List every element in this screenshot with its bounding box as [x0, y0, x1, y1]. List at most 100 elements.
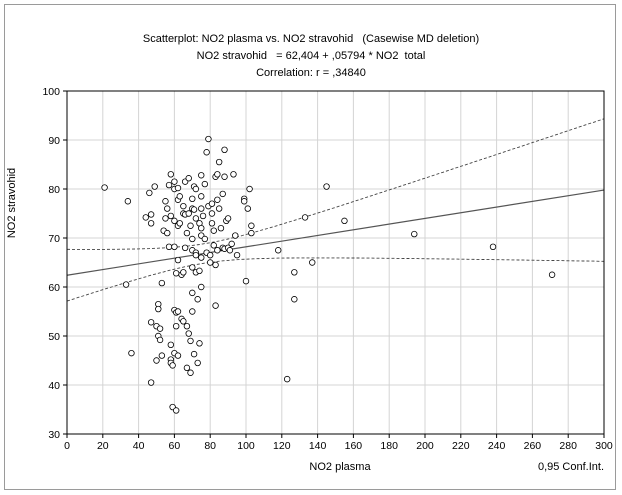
- data-point: [185, 330, 192, 337]
- y-tick-label: 100: [42, 86, 60, 98]
- chart-frame: [4, 4, 616, 490]
- x-tick-label: 140: [309, 440, 327, 452]
- data-point: [147, 379, 155, 386]
- data-point: [323, 183, 330, 190]
- chart-equation: NO2 stravohid = 62,404 + ,05794 * NO2 to…: [196, 50, 426, 62]
- data-point: [241, 198, 248, 205]
- data-point: [162, 215, 169, 222]
- data-points: [101, 135, 556, 414]
- data-point: [164, 229, 171, 237]
- data-point: [181, 244, 189, 251]
- data-point: [215, 158, 223, 166]
- data-point: [147, 220, 155, 227]
- data-point: [147, 211, 155, 218]
- data-point: [187, 369, 194, 376]
- data-point: [156, 325, 164, 332]
- data-point: [167, 341, 175, 349]
- data-point: [228, 240, 235, 248]
- y-tick-label: 60: [48, 282, 60, 294]
- data-point: [208, 200, 216, 207]
- x-tick-label: 0: [64, 440, 70, 452]
- y-tick-label: 50: [48, 331, 60, 343]
- x-tick-label: 60: [169, 440, 181, 452]
- data-point: [198, 193, 205, 200]
- data-point: [128, 349, 135, 357]
- data-point: [214, 196, 221, 203]
- confidence-interval: [67, 118, 604, 302]
- data-point: [146, 189, 153, 197]
- data-point: [171, 243, 178, 251]
- data-point: [174, 308, 182, 315]
- data-point: [187, 337, 194, 345]
- data-point: [174, 256, 182, 264]
- data-point: [183, 229, 191, 237]
- data-point: [214, 247, 221, 254]
- data-point: [183, 323, 191, 330]
- data-point: [165, 243, 173, 251]
- data-point: [156, 336, 164, 344]
- data-point: [212, 302, 219, 309]
- data-point: [122, 281, 130, 288]
- x-tick-label: 280: [559, 440, 577, 452]
- data-point: [198, 283, 205, 291]
- data-point: [155, 305, 162, 313]
- data-point: [124, 198, 132, 205]
- data-point: [147, 319, 155, 326]
- x-tick-label: 20: [97, 440, 109, 452]
- data-point: [248, 222, 255, 229]
- data-point: [194, 359, 201, 367]
- plot-area-border: [66, 90, 605, 435]
- x-tick-label: 260: [524, 440, 542, 452]
- data-point: [176, 220, 183, 227]
- data-point: [196, 340, 203, 347]
- data-point: [206, 259, 214, 266]
- data-point: [198, 254, 205, 261]
- data-point: [206, 251, 214, 259]
- regression-line: [66, 189, 605, 276]
- chart-title: Scatterplot: NO2 plasma vs. NO2 stravohi…: [142, 33, 480, 45]
- data-point: [208, 210, 216, 217]
- data-point: [187, 222, 194, 229]
- data-point: [212, 261, 219, 269]
- data-point: [169, 362, 176, 369]
- data-point: [201, 235, 209, 243]
- data-point: [174, 184, 182, 192]
- data-point: [221, 146, 228, 153]
- data-point: [192, 185, 200, 193]
- data-point: [189, 289, 196, 297]
- data-point: [217, 224, 225, 232]
- data-point: [230, 171, 237, 178]
- data-point: [189, 308, 196, 315]
- x-tick-label: 300: [595, 440, 613, 452]
- data-point: [219, 190, 226, 198]
- data-point: [246, 185, 253, 193]
- data-point: [162, 198, 169, 205]
- x-tick-label: 100: [237, 440, 255, 452]
- data-point: [214, 171, 221, 178]
- data-point: [548, 271, 556, 278]
- data-point: [244, 205, 251, 212]
- x-tick-label: 240: [488, 440, 506, 452]
- data-point: [309, 259, 316, 266]
- data-point: [174, 352, 182, 359]
- data-point: [180, 318, 187, 325]
- data-point: [142, 214, 149, 221]
- y-tick-label: 90: [48, 135, 60, 147]
- data-point: [165, 181, 173, 189]
- data-point: [153, 357, 160, 364]
- ci-upper-line: [67, 118, 604, 250]
- data-point: [101, 184, 108, 191]
- x-tick-label: 220: [452, 440, 470, 452]
- x-tick-label: 120: [273, 440, 291, 452]
- data-point: [158, 352, 166, 359]
- x-tick-label: 80: [204, 440, 216, 452]
- data-point: [185, 210, 192, 217]
- data-point: [189, 235, 196, 243]
- y-tick-label: 80: [48, 184, 60, 196]
- data-point: [172, 323, 180, 330]
- data-point: [224, 215, 232, 222]
- data-point: [489, 243, 497, 251]
- data-point: [199, 212, 207, 220]
- data-point: [210, 242, 217, 249]
